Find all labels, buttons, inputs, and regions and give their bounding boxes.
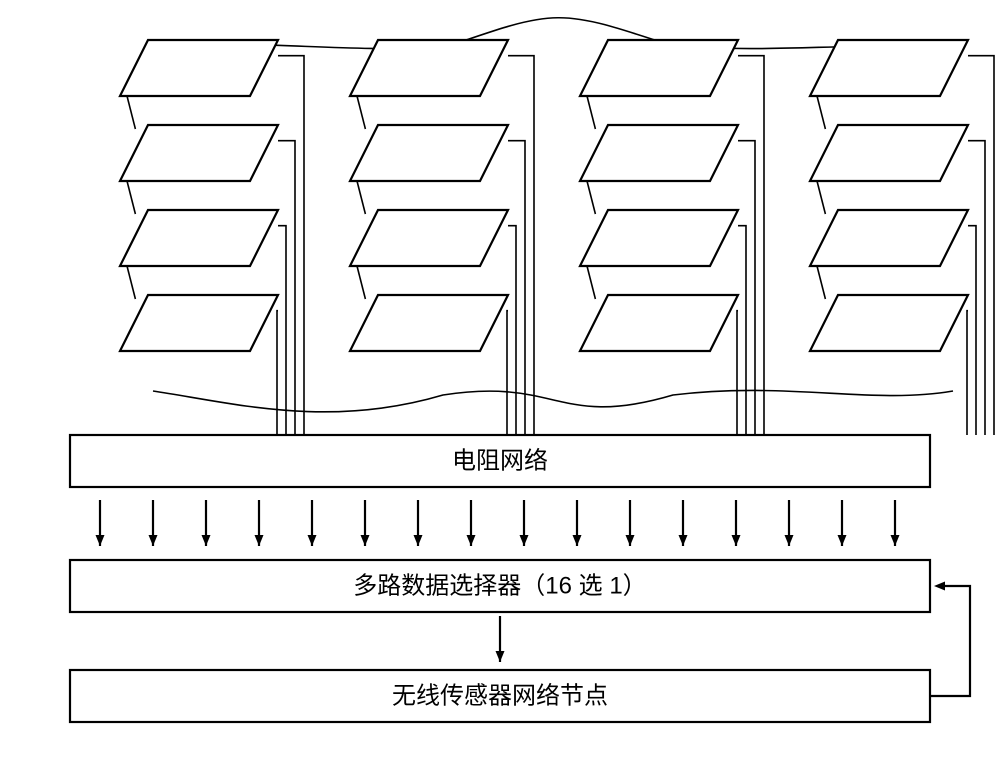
resistor-network-box-label: 电阻网络 [452,447,548,474]
panel-col0-row0 [120,40,278,96]
panel-col1-row3 [350,295,508,351]
sensor-node-box-label: 无线传感器网络节点 [392,682,608,709]
panel-col1-row2 [350,210,508,266]
panel-col2-row3 [580,295,738,351]
panel-col2-row0 [580,40,738,96]
panel-col0-row2 [120,210,278,266]
panel-col2-row2 [580,210,738,266]
panel-col3-row0 [810,40,968,96]
panel-col3-row3 [810,295,968,351]
panel-col3-row2 [810,210,968,266]
panel-col0-row3 [120,295,278,351]
panel-col3-row1 [810,125,968,181]
panel-col1-row1 [350,125,508,181]
panel-col1-row0 [350,40,508,96]
panel-col0-row1 [120,125,278,181]
panel-col2-row1 [580,125,738,181]
multiplexer-box-label: 多路数据选择器（16 选 1） [353,572,646,599]
